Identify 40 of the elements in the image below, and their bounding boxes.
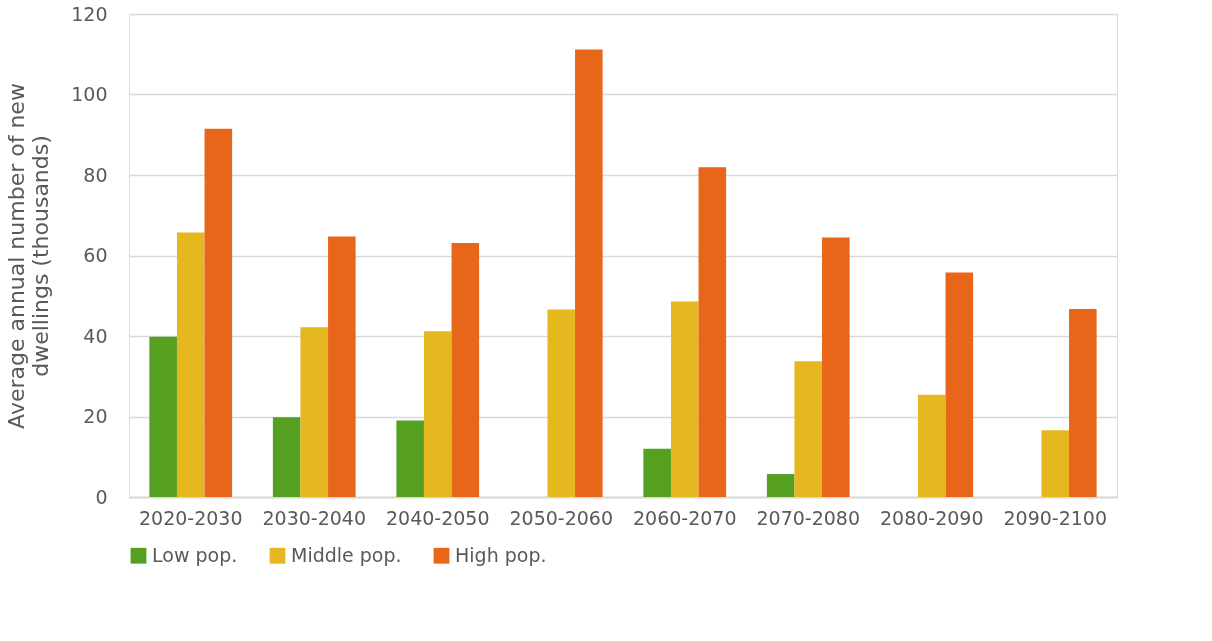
bar	[396, 420, 424, 497]
bar	[300, 327, 329, 497]
y-tick-label: 40	[83, 324, 108, 347]
bar	[1041, 430, 1070, 497]
bar	[328, 236, 356, 497]
bar	[272, 417, 301, 497]
x-tick-label: 2060-2070	[632, 506, 737, 529]
y-tick-label: 0	[95, 485, 108, 508]
y-axis-title: Average annual number of new dwellings (thousands)	[4, 83, 54, 429]
x-tick-label: 2080-2090	[879, 506, 984, 529]
bar	[822, 237, 850, 497]
bar	[1069, 309, 1097, 497]
bar	[917, 394, 946, 497]
y-tick-label: 20	[83, 405, 108, 427]
x-tick-label: 2050-2060	[509, 506, 614, 529]
bar	[176, 232, 205, 497]
bar	[575, 49, 603, 497]
y-tick-label: 60	[83, 244, 108, 266]
bar	[766, 474, 795, 497]
legend-label: High pop.	[455, 543, 547, 566]
bar	[204, 128, 233, 497]
x-tick-label: 2040-2050	[385, 506, 490, 529]
y-tick-label: 100	[71, 83, 108, 105]
bar	[945, 272, 974, 497]
bar	[794, 361, 823, 497]
bar	[451, 243, 480, 497]
x-tick-label: 2090-2100	[1003, 506, 1108, 529]
y-tick-label: 120	[71, 2, 108, 25]
y-tick-label: 80	[83, 163, 108, 186]
legend-label: Low pop.	[152, 543, 238, 566]
bar	[149, 336, 177, 497]
x-tick-label: 2070-2080	[756, 506, 861, 529]
x-tick-label: 2020-2030	[138, 506, 243, 529]
legend-label: Middle pop.	[291, 543, 402, 566]
x-tick-label: 2030-2040	[262, 506, 367, 529]
bar	[643, 448, 671, 497]
bar	[698, 167, 727, 497]
bar	[547, 309, 576, 497]
bar	[670, 301, 699, 497]
bar	[423, 331, 452, 497]
